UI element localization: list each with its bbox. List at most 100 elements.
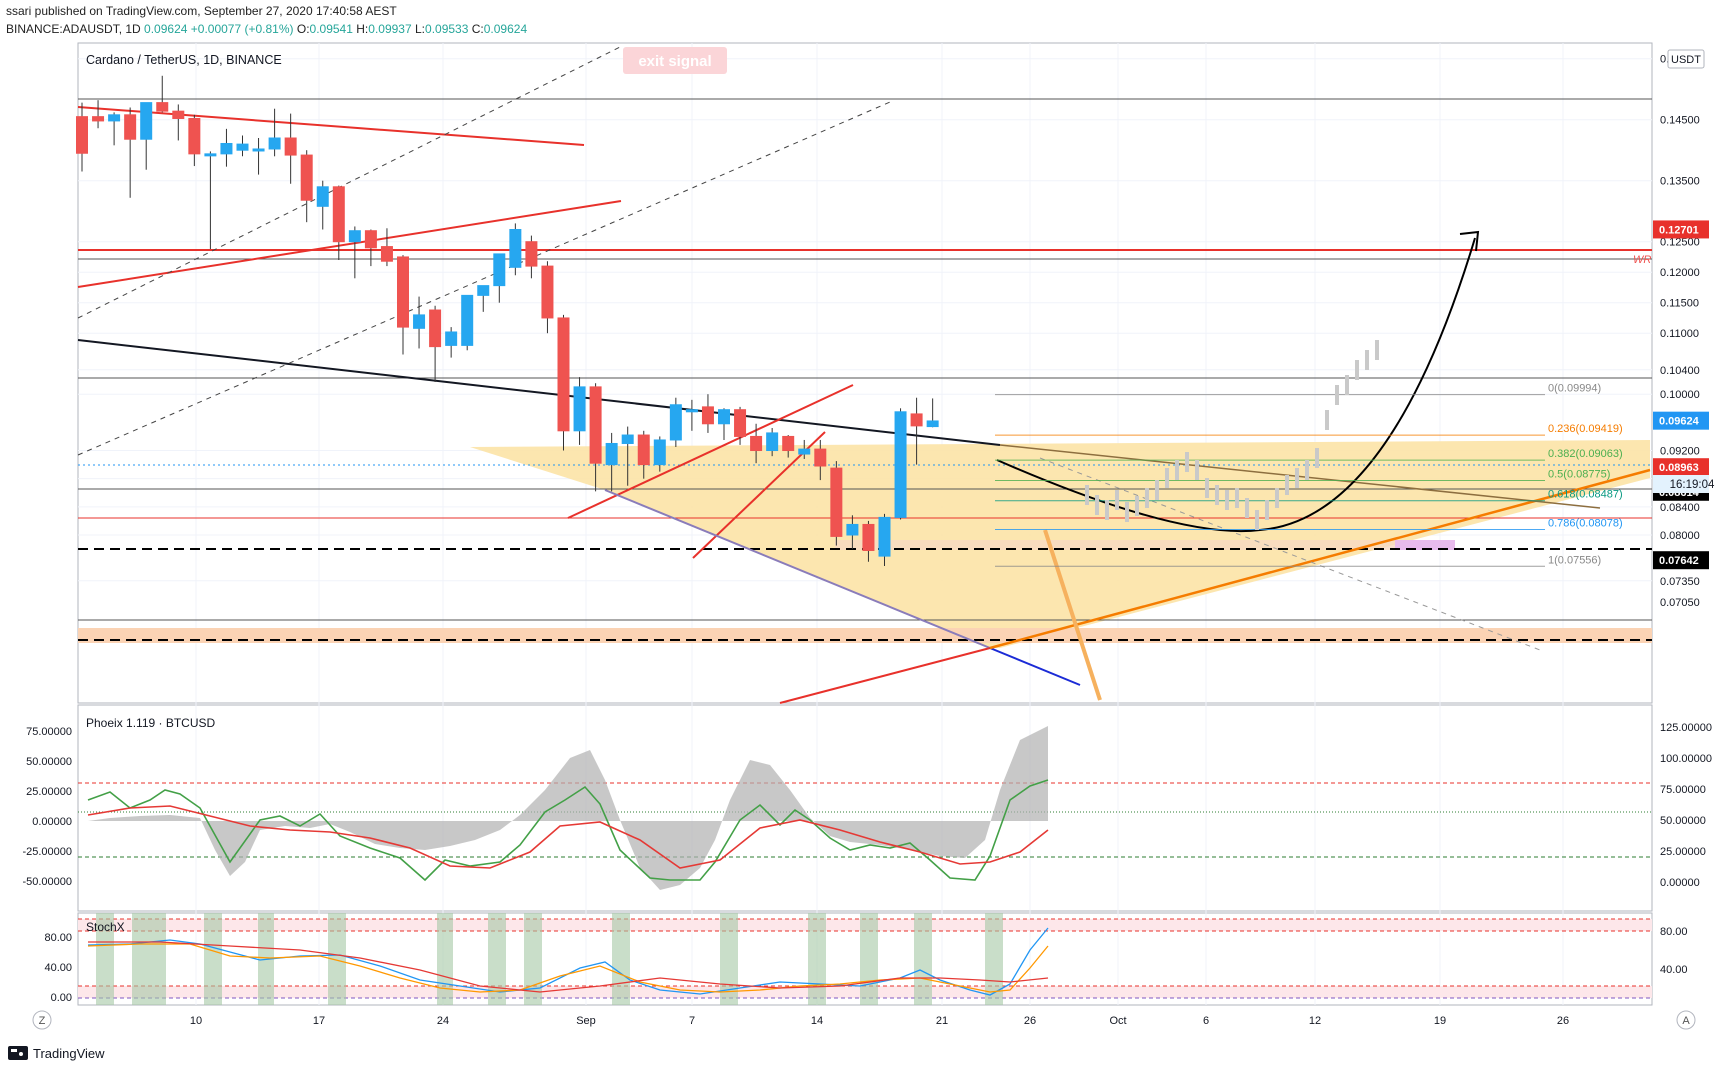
- chart-title: Cardano / TetherUS, 1D, BINANCE: [86, 53, 282, 67]
- purple-wedge-bottom: [604, 489, 991, 649]
- projection-bar: [1235, 488, 1239, 508]
- currency-badge[interactable]: [1667, 49, 1705, 69]
- signal-bar: [328, 913, 346, 1005]
- price-tick: 0.07350: [1660, 576, 1700, 588]
- time-tick: 10: [190, 1015, 202, 1027]
- candle-body: [878, 516, 891, 557]
- red-channel-top: [77, 106, 585, 146]
- projection-bar: [1245, 498, 1249, 518]
- stoch-orange-line: [87, 943, 1049, 993]
- projection-bar: [1105, 500, 1109, 520]
- price-tag: 0.09624: [1659, 416, 1700, 428]
- open-value: 0.09541: [309, 22, 353, 36]
- close-value: 0.09624: [483, 22, 528, 36]
- price-tick: 0.10000: [1660, 389, 1700, 401]
- stoch-right-tick: 40.00: [1660, 964, 1688, 976]
- low-value: 0.09533: [425, 22, 469, 36]
- candle-body: [541, 265, 554, 319]
- price-tag-bg: [1653, 220, 1709, 239]
- signal-bar: [488, 913, 506, 1005]
- candle-body: [653, 439, 666, 466]
- projection-bar: [1375, 340, 1379, 360]
- price-tick: 0.10400: [1660, 365, 1700, 377]
- candle-body: [685, 409, 698, 413]
- orange-drop-line: [1043, 529, 1102, 701]
- stoch-red-line: [88, 941, 1049, 993]
- candle-body: [637, 434, 650, 466]
- phoeix-right-tick: 125.00000: [1660, 722, 1712, 734]
- candle-body: [429, 309, 442, 348]
- price-change: 0.09624 +0.00077 (+0.81%): [144, 22, 294, 36]
- price-tick: 0.14500: [1660, 115, 1700, 127]
- candle-body: [156, 102, 169, 112]
- time-tick: 26: [1024, 1015, 1036, 1027]
- symbol-label: BINANCE:ADAUSDT, 1D: [6, 22, 141, 36]
- projection-bar: [1205, 478, 1209, 498]
- time-tick: 21: [936, 1015, 948, 1027]
- candle-body: [397, 256, 409, 328]
- time-axis[interactable]: 10 17 24 Sep 7 14 21 26 Oct 6 12 19 26: [190, 1015, 1569, 1027]
- phoeix-right-tick: 25.00000: [1660, 846, 1706, 858]
- z-button-label: Z: [39, 1015, 46, 1027]
- candle-body: [605, 442, 618, 466]
- high-value: 0.09937: [368, 22, 412, 36]
- candle-body: [477, 285, 490, 296]
- projection-bar: [1195, 460, 1199, 480]
- brown-descending: [999, 444, 1601, 509]
- symbol-ohlc-line: BINANCE:ADAUSDT, 1D 0.09624 +0.00077 (+0…: [6, 22, 527, 36]
- phoeix-title: Phoeix 1.119 · BTCUSD: [86, 716, 215, 730]
- fib-retracement: 0(0.09994) 0.236(0.09419) 0.382(0.09063) 0.…: [995, 383, 1623, 567]
- projection-bar: [1345, 375, 1349, 395]
- candle-body: [445, 331, 458, 346]
- candle-body: [461, 294, 474, 346]
- main-pane[interactable]: [77, 42, 1653, 704]
- candle-body: [621, 434, 634, 444]
- candle-body: [830, 467, 843, 537]
- candle-body: [846, 523, 859, 536]
- fib-label: 0.5(0.08775): [1548, 468, 1610, 480]
- signal-bar: [914, 913, 932, 1005]
- signal-bar: [985, 913, 1003, 1005]
- candle-body: [268, 137, 281, 150]
- projection-bars: [1085, 340, 1379, 530]
- high-label: H:: [356, 22, 369, 36]
- price-tag-bg: [1653, 411, 1709, 430]
- price-tick: 0.11000: [1660, 328, 1699, 340]
- price-axis[interactable]: 0.155000.145000.135000.125000.120000.115…: [1653, 54, 1709, 609]
- price-tick: 0.12500: [1660, 237, 1700, 249]
- candle-body: [76, 116, 88, 154]
- red-lower-line: [779, 647, 991, 704]
- candle-body: [734, 409, 747, 437]
- signal-bar: [808, 913, 826, 1005]
- histogram-area: [88, 726, 1048, 890]
- candle-body: [910, 413, 923, 427]
- time-tick: Sep: [576, 1015, 596, 1027]
- exit-signal-callout[interactable]: [623, 47, 727, 74]
- price-tag-bg: [1653, 458, 1709, 477]
- phoeix-red-line: [87, 805, 1049, 869]
- fib-label: 0.236(0.09419): [1548, 423, 1623, 435]
- z-button[interactable]: [32, 1010, 52, 1030]
- candle-body: [380, 246, 393, 262]
- candle-body: [300, 154, 313, 201]
- price-tick: 0.11500: [1660, 298, 1699, 310]
- projection-bar: [1335, 385, 1339, 405]
- candle-body: [525, 241, 538, 267]
- time-tick: Oct: [1109, 1015, 1126, 1027]
- auto-scale-button[interactable]: [1676, 1010, 1696, 1030]
- candle-body: [413, 314, 426, 329]
- candle-body: [798, 448, 811, 455]
- phoeix-right-tick: 50.00000: [1660, 815, 1706, 827]
- candle-body: [332, 186, 345, 243]
- brand-label: TradingView: [33, 1046, 105, 1061]
- countdown-label: 16:19:04: [1670, 479, 1715, 491]
- red-flag-top: [567, 384, 854, 519]
- projection-arrowhead: [1459, 230, 1480, 252]
- candle-body: [140, 102, 153, 140]
- candle-body: [493, 253, 506, 287]
- phoeix-pane[interactable]: [77, 704, 1653, 912]
- phoeix-left-tick: -25.00000: [22, 846, 72, 858]
- projection-bar: [1325, 410, 1329, 430]
- price-tick: 0.08400: [1660, 502, 1700, 514]
